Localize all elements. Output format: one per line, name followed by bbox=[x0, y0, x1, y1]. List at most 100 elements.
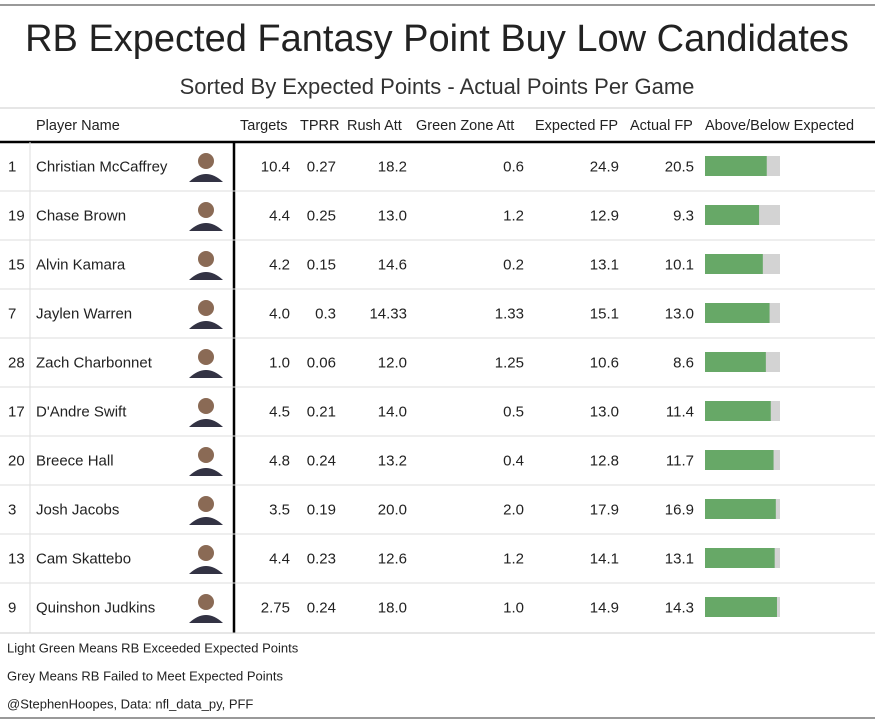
headshot-head bbox=[198, 447, 214, 463]
footnote: @StephenHoopes, Data: nfl_data_py, PFF bbox=[7, 696, 253, 711]
cell: 2.0 bbox=[503, 501, 524, 518]
bar-actual bbox=[705, 156, 767, 176]
cell: 3.5 bbox=[269, 501, 290, 518]
cell: 0.4 bbox=[503, 452, 524, 469]
cell: 13.0 bbox=[378, 207, 407, 224]
headshot-body bbox=[189, 517, 223, 525]
column-header: Green Zone Att bbox=[416, 118, 514, 134]
subtitle: Sorted By Expected Points - Actual Point… bbox=[180, 74, 695, 99]
headshot-head bbox=[198, 202, 214, 218]
cell: 0.21 bbox=[307, 403, 336, 420]
cell: 19 bbox=[8, 207, 25, 224]
cell: 14.3 bbox=[665, 599, 694, 616]
bar-actual bbox=[705, 499, 776, 519]
cell: 12.0 bbox=[378, 354, 407, 371]
headshot-head bbox=[198, 349, 214, 365]
cell: 12.9 bbox=[590, 207, 619, 224]
cell: 14.1 bbox=[590, 550, 619, 567]
bar-actual bbox=[705, 401, 771, 421]
cell: 7 bbox=[8, 305, 16, 322]
headshot-body bbox=[189, 174, 223, 182]
cell: 4.8 bbox=[269, 452, 290, 469]
headshot-body bbox=[189, 615, 223, 623]
player-name: D'Andre Swift bbox=[36, 403, 127, 420]
player-name: Josh Jacobs bbox=[36, 501, 119, 518]
bar-actual bbox=[705, 205, 760, 225]
headshot-body bbox=[189, 468, 223, 476]
cell: 15 bbox=[8, 256, 25, 273]
player-name: Quinshon Judkins bbox=[36, 599, 155, 616]
title: RB Expected Fantasy Point Buy Low Candid… bbox=[25, 18, 849, 60]
headshot-head bbox=[198, 398, 214, 414]
cell: 4.5 bbox=[269, 403, 290, 420]
headshot-head bbox=[198, 545, 214, 561]
cell: 24.9 bbox=[590, 158, 619, 175]
bar-actual bbox=[705, 254, 763, 274]
cell: 20.5 bbox=[665, 158, 694, 175]
cell: 15.1 bbox=[590, 305, 619, 322]
player-name: Jaylen Warren bbox=[36, 305, 132, 322]
bar-actual bbox=[705, 352, 766, 372]
cell: 4.4 bbox=[269, 207, 290, 224]
cell: 10.6 bbox=[590, 354, 619, 371]
cell: 0.24 bbox=[307, 599, 336, 616]
headshot-head bbox=[198, 153, 214, 169]
headshot-body bbox=[189, 272, 223, 280]
cell: 1.0 bbox=[503, 599, 524, 616]
cell: 4.4 bbox=[269, 550, 290, 567]
cell: 14.0 bbox=[378, 403, 407, 420]
cell: 13 bbox=[8, 550, 25, 567]
cell: 1.0 bbox=[269, 354, 290, 371]
cell: 0.6 bbox=[503, 158, 524, 175]
column-header: Above/Below Expected bbox=[705, 118, 854, 134]
cell: 17 bbox=[8, 403, 25, 420]
bar-actual bbox=[705, 597, 777, 617]
cell: 0.2 bbox=[503, 256, 524, 273]
cell: 13.1 bbox=[590, 256, 619, 273]
headshot-head bbox=[198, 496, 214, 512]
bar-actual bbox=[705, 303, 770, 323]
player-name: Christian McCaffrey bbox=[36, 158, 168, 175]
footnote: Grey Means RB Failed to Meet Expected Po… bbox=[7, 668, 284, 683]
cell: 4.0 bbox=[269, 305, 290, 322]
bar-actual bbox=[705, 450, 774, 470]
cell: 1.2 bbox=[503, 550, 524, 567]
headshot-body bbox=[189, 419, 223, 427]
headshot-body bbox=[189, 566, 223, 574]
cell: 14.9 bbox=[590, 599, 619, 616]
cell: 9.3 bbox=[673, 207, 694, 224]
cell: 11.7 bbox=[666, 452, 694, 469]
cell: 28 bbox=[8, 354, 25, 371]
headshot-head bbox=[198, 300, 214, 316]
cell: 9 bbox=[8, 599, 16, 616]
cell: 0.23 bbox=[307, 550, 336, 567]
cell: 12.6 bbox=[378, 550, 407, 567]
cell: 0.19 bbox=[307, 501, 336, 518]
cell: 13.2 bbox=[378, 452, 407, 469]
column-header: Targets bbox=[240, 118, 288, 134]
cell: 16.9 bbox=[665, 501, 694, 518]
cell: 0.3 bbox=[315, 305, 336, 322]
cell: 13.0 bbox=[590, 403, 619, 420]
column-header: Expected FP bbox=[535, 118, 618, 134]
cell: 0.25 bbox=[307, 207, 336, 224]
column-header: TPRR bbox=[300, 118, 339, 134]
cell: 1 bbox=[8, 158, 16, 175]
headshot-body bbox=[189, 223, 223, 231]
cell: 18.0 bbox=[378, 599, 407, 616]
cell: 13.0 bbox=[665, 305, 694, 322]
cell: 4.2 bbox=[269, 256, 290, 273]
cell: 2.75 bbox=[261, 599, 290, 616]
cell: 20.0 bbox=[378, 501, 407, 518]
headshot-head bbox=[198, 594, 214, 610]
footnote: Light Green Means RB Exceeded Expected P… bbox=[7, 640, 299, 655]
column-header: Rush Att bbox=[347, 118, 402, 134]
bar-actual bbox=[705, 548, 775, 568]
headshot-body bbox=[189, 370, 223, 378]
cell: 0.5 bbox=[503, 403, 524, 420]
cell: 1.33 bbox=[495, 305, 524, 322]
headshot-head bbox=[198, 251, 214, 267]
cell: 14.33 bbox=[369, 305, 407, 322]
cell: 18.2 bbox=[378, 158, 407, 175]
player-name: Breece Hall bbox=[36, 452, 114, 469]
